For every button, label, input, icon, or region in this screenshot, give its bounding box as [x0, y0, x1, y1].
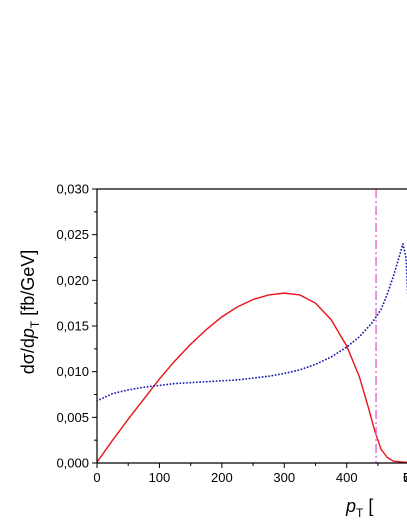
- y-tick-label: 0,010: [56, 364, 89, 379]
- y-axis-title: dσ/dpT [fb/GeV]: [18, 250, 42, 375]
- y-tick-label: 0,005: [56, 410, 89, 425]
- axes: [96, 188, 407, 464]
- series-layer: [97, 243, 407, 463]
- y-tick-label: 0,000: [56, 456, 89, 471]
- vertical-lines: [375, 189, 377, 463]
- x-axis-title: pT [: [345, 496, 373, 520]
- y-tick-label: 0,030: [56, 182, 89, 197]
- y-tick-label: 0,015: [56, 319, 89, 334]
- ticks: 0,000 0,005 0,010 0,015 0,020 0,025 0,030 0 100 2…: [56, 182, 407, 486]
- y-tick-label: 0,020: [56, 273, 89, 288]
- y-tick-label: 0,025: [56, 227, 89, 242]
- x-tick-label: 100: [149, 470, 171, 485]
- series-1-line: [97, 292, 407, 463]
- x-tick-label: 7: [403, 470, 407, 485]
- x-tick-label: 0: [93, 470, 100, 485]
- series-2-line: [97, 243, 407, 402]
- x-tick-label: 400: [336, 470, 358, 485]
- x-tick-label: 600: [403, 470, 407, 485]
- x-tick-label: 500: [403, 470, 407, 485]
- x-tick-label: 300: [273, 470, 295, 485]
- x-tick-label: 200: [211, 470, 233, 485]
